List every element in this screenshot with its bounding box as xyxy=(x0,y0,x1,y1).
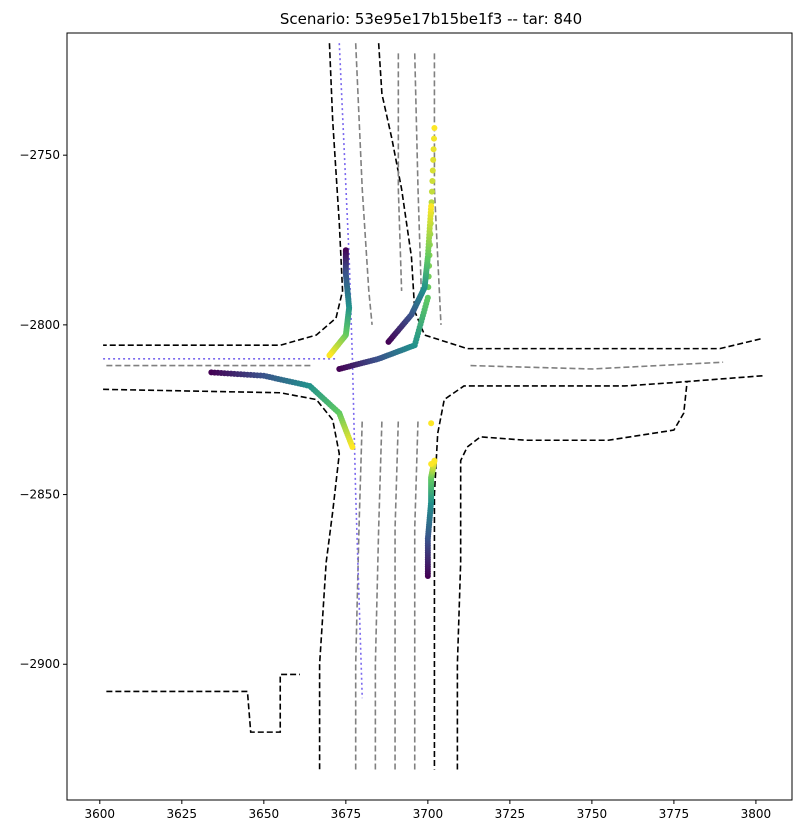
plot-area xyxy=(103,43,763,770)
trajectory-0 xyxy=(326,247,353,359)
trajectory-1-point xyxy=(424,294,431,301)
static-point-1 xyxy=(428,461,435,468)
lane-marking-9 xyxy=(413,419,419,770)
trajectory-3-point xyxy=(349,444,356,451)
trajectory-1-point xyxy=(428,188,435,195)
trajectory-1-point xyxy=(429,178,436,185)
x-tick-label: 3600 xyxy=(85,807,116,821)
trajectory-2-point xyxy=(428,203,435,210)
trajectories-layer xyxy=(208,125,438,580)
y-tick-label: −2900 xyxy=(19,657,60,671)
lane-marking-6 xyxy=(354,419,364,770)
chart-title: Scenario: 53e95e17b15be1f3 -- tar: 840 xyxy=(280,10,582,28)
trajectory-1-point xyxy=(431,125,438,132)
y-tick-label: −2800 xyxy=(19,318,60,332)
x-tick-label: 3625 xyxy=(167,807,198,821)
x-tick-label: 3650 xyxy=(249,807,280,821)
y-tick-label: −2850 xyxy=(19,488,60,502)
plot-frame xyxy=(66,32,793,801)
lane-marking-2 xyxy=(413,53,423,291)
x-tick-label: 3725 xyxy=(495,807,526,821)
trajectory-1-point xyxy=(430,146,437,153)
road-edge-4 xyxy=(456,382,688,770)
lane-marking-8 xyxy=(394,419,400,770)
route-line-0 xyxy=(338,43,364,699)
trajectory-1-point xyxy=(429,167,436,174)
x-tick-label: 3800 xyxy=(741,807,772,821)
road-edge-3 xyxy=(433,374,763,770)
road-edge-5 xyxy=(106,673,300,733)
lane-marking-7 xyxy=(374,419,383,770)
x-tick-label: 3700 xyxy=(413,807,444,821)
trajectory-1-point xyxy=(431,135,438,142)
lane-marking-3 xyxy=(433,53,442,325)
trajectory-3 xyxy=(208,369,356,451)
road-edge-1 xyxy=(103,388,341,770)
trajectory-0-point xyxy=(326,352,333,359)
x-tick-label: 3675 xyxy=(331,807,362,821)
x-tick-label: 3750 xyxy=(577,807,608,821)
trajectory-1-point xyxy=(430,156,437,163)
lane-marking-0 xyxy=(354,43,373,325)
trajectory-4 xyxy=(424,457,438,580)
y-tick-label: −2750 xyxy=(19,148,60,162)
lane-markings-layer xyxy=(106,43,724,770)
route-layer xyxy=(103,43,364,699)
static-points-layer xyxy=(428,420,435,468)
trajectory-2 xyxy=(385,203,435,345)
y-axis: −2750 −2800 −2850 −2900 xyxy=(19,148,67,671)
static-point-0 xyxy=(428,420,435,427)
lane-marking-5 xyxy=(470,361,724,370)
trajectory-1 xyxy=(336,125,438,372)
road-edge-2 xyxy=(377,43,763,350)
x-axis: 3600 3625 3650 3675 3700 3725 3750 3775 3800 xyxy=(85,800,772,821)
lane-marking-1 xyxy=(397,53,403,291)
road-edge-0 xyxy=(103,43,344,347)
road-edges-layer xyxy=(103,43,763,770)
x-tick-label: 3775 xyxy=(659,807,690,821)
